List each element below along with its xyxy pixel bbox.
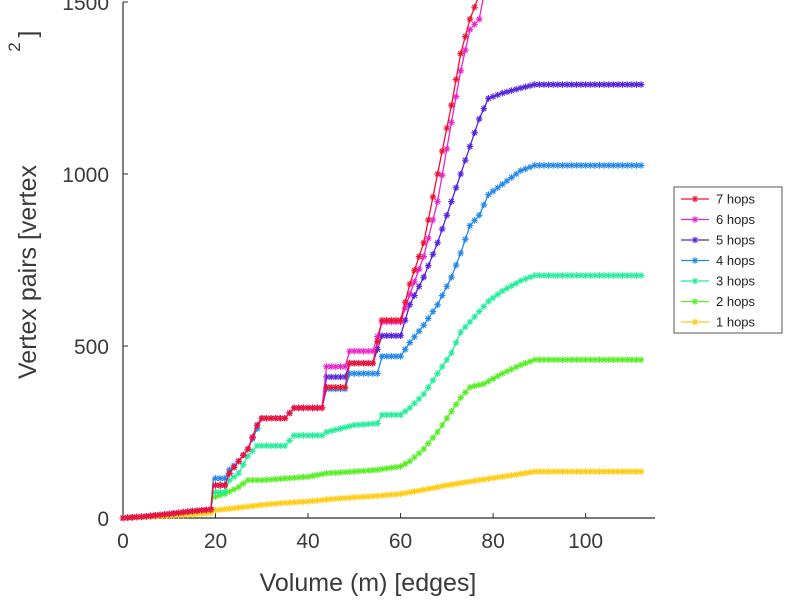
legend-item-1-hops: 1 hops: [681, 315, 756, 330]
series-markers-5-hops: [119, 81, 645, 522]
legend-item-4-hops: 4 hops: [681, 253, 756, 268]
y-tick-label: 0: [97, 508, 109, 531]
legend-marker: [691, 277, 699, 285]
y-axis-title-close: ]: [14, 31, 42, 38]
legend-marker: [691, 216, 699, 223]
legend-label: 4 hops: [716, 253, 756, 268]
legend-item-5-hops: 5 hops: [681, 233, 756, 248]
series-7-hops: [119, 0, 479, 522]
legend-item-2-hops: 2 hops: [681, 294, 756, 309]
series-line-3-hops: [122, 274, 642, 519]
series-6-hops: [119, 0, 484, 522]
series-line-5-hops: [122, 83, 642, 519]
y-axis-title-main: Vertex pairs [vertex: [14, 165, 42, 379]
legend-label: 1 hops: [716, 315, 756, 330]
legend-label: 7 hops: [716, 192, 756, 207]
x-tick-label: 60: [389, 530, 412, 553]
x-tick-label: 80: [481, 530, 504, 553]
series-markers-1-hops: [119, 468, 645, 522]
series-line-4-hops: [122, 164, 642, 519]
x-tick-label: 40: [296, 530, 319, 553]
x-tick-label: 100: [568, 530, 603, 553]
legend-marker: [691, 318, 699, 326]
legend: 7 hops 6 hops 5 hops 4 hops 3 hops 2 hops 1 ho…: [673, 186, 783, 334]
y-tick-label: 1500: [62, 0, 109, 15]
series-1-hops: [119, 468, 645, 522]
series-5-hops: [119, 81, 645, 522]
legend-marker: [691, 236, 699, 244]
y-tick-label: 1000: [62, 164, 109, 187]
series-line-6-hops: [122, 0, 484, 519]
plot-frame: [122, 2, 655, 519]
series-markers-7-hops: [119, 3, 478, 522]
legend-label: 5 hops: [716, 233, 756, 248]
x-axis-title: Volume (m) [edges]: [260, 569, 477, 597]
series-3-hops: [119, 272, 645, 522]
x-tick-label: 0: [117, 530, 129, 553]
legend-item-3-hops: 3 hops: [681, 274, 756, 289]
x-tick-label: 20: [204, 530, 227, 553]
legend-marker: [691, 257, 699, 264]
series-line-7-hops: [122, 0, 479, 519]
y-axis-title-superscript: 2: [5, 42, 24, 51]
legend-label: 3 hops: [716, 274, 756, 289]
y-tick-label: 500: [74, 336, 109, 359]
legend-marker: [691, 195, 699, 203]
legend-item-6-hops: 6 hops: [681, 212, 756, 227]
legend-marker: [691, 298, 699, 305]
series-markers-6-hops: [119, 15, 483, 522]
legend-label: 2 hops: [716, 294, 756, 309]
legend-label: 6 hops: [716, 212, 756, 227]
y-axis-title: Vertex pairs [vertex 2 ]: [5, 31, 42, 379]
series-layer: [119, 0, 645, 522]
series-markers-3-hops: [119, 272, 645, 522]
legend-item-7-hops: 7 hops: [681, 192, 756, 207]
